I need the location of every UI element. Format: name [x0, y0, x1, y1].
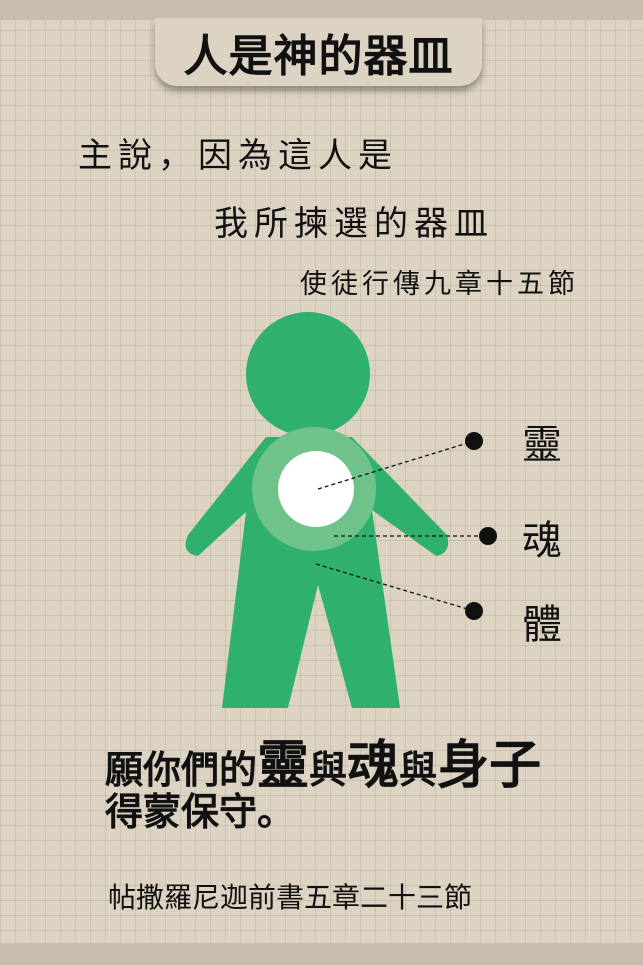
verse-line-1: 主說，因為這人是 — [78, 136, 398, 176]
blessing-spirit: 靈 — [257, 736, 310, 796]
blessing-part1: 願你們的 — [105, 748, 258, 792]
figure-body — [185, 437, 449, 708]
bottom-band — [0, 943, 643, 965]
spirit-pointer-dot — [465, 432, 483, 450]
spirit-circle — [278, 451, 354, 527]
blessing-body: 身子 — [437, 736, 542, 796]
soul-pointer-dot — [479, 527, 497, 545]
label-body: 體 — [522, 602, 562, 648]
blessing-verse: 願你們的靈與魂與身子 得蒙保守。 — [105, 740, 625, 834]
body-pointer-dot — [465, 602, 483, 620]
top-band — [0, 0, 643, 20]
blessing-line-2: 得蒙保守。 — [105, 790, 296, 834]
spirit-pointer-line — [317, 440, 475, 490]
title-tab: 人是神的器皿 — [155, 18, 482, 86]
figure-head — [246, 312, 370, 436]
human-figure — [185, 312, 449, 708]
blessing-and-2: 與 — [399, 748, 438, 792]
label-soul: 魂 — [522, 518, 562, 564]
verse-reference: 使徒行傳九章十五節 — [300, 269, 579, 300]
blessing-line-1: 願你們的靈與魂與身子 — [105, 740, 625, 792]
page-title: 人是神的器皿 — [183, 31, 454, 82]
blessing-and-1: 與 — [309, 748, 348, 792]
label-spirit: 靈 — [522, 422, 562, 468]
verse-line-2: 我所揀選的器皿 — [214, 204, 494, 244]
blessing-soul: 魂 — [347, 736, 400, 796]
blessing-reference: 帖撒羅尼迦前書五章二十三節 — [108, 881, 473, 914]
